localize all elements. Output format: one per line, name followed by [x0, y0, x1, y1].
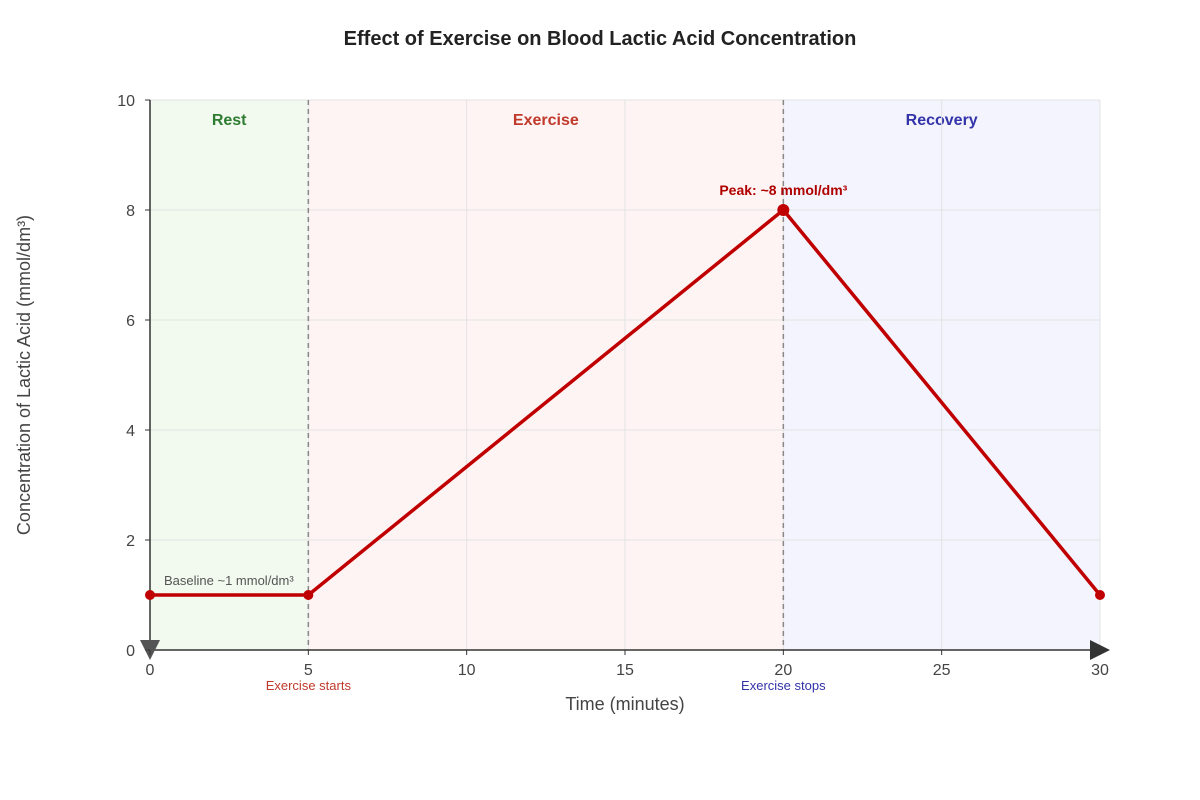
marker-label-0: Exercise starts	[266, 678, 352, 693]
y-tick-label: 0	[126, 643, 135, 660]
x-tick-label: 5	[304, 662, 313, 679]
x-tick-label: 10	[458, 662, 476, 679]
x-axis-label: Time (minutes)	[565, 694, 684, 714]
data-point	[303, 590, 314, 600]
phase-band-exercise	[308, 100, 784, 650]
peak-annotation: Peak: ~8 mmol/dm³	[719, 182, 847, 198]
data-point	[145, 590, 155, 600]
phase-band-rest	[150, 100, 309, 650]
y-tick-label: 6	[126, 313, 135, 330]
data-point	[777, 204, 790, 216]
phase-label-rest: Rest	[212, 112, 247, 129]
x-tick-label: 0	[146, 662, 155, 679]
y-tick-label: 2	[126, 533, 135, 550]
chart-title: Effect of Exercise on Blood Lactic Acid …	[344, 28, 857, 50]
phase-label-exercise: Exercise	[513, 112, 579, 129]
y-tick-label: 8	[126, 203, 135, 220]
baseline-annotation: Baseline ~1 mmol/dm³	[164, 573, 294, 588]
series-line-0	[148, 208, 1102, 597]
data-point	[1095, 590, 1105, 600]
x-tick-label: 25	[933, 662, 951, 679]
x-tick-label: 15	[616, 662, 634, 679]
x-tick-label: 20	[774, 662, 792, 679]
y-tick-label: 4	[126, 423, 135, 440]
y-axis-label: Concentration of Lactic Acid (mmol/dm³)	[14, 215, 34, 535]
y-tick-label: 10	[117, 93, 135, 110]
marker-label-1: Exercise stops	[741, 678, 826, 693]
x-tick-label: 30	[1091, 662, 1109, 679]
